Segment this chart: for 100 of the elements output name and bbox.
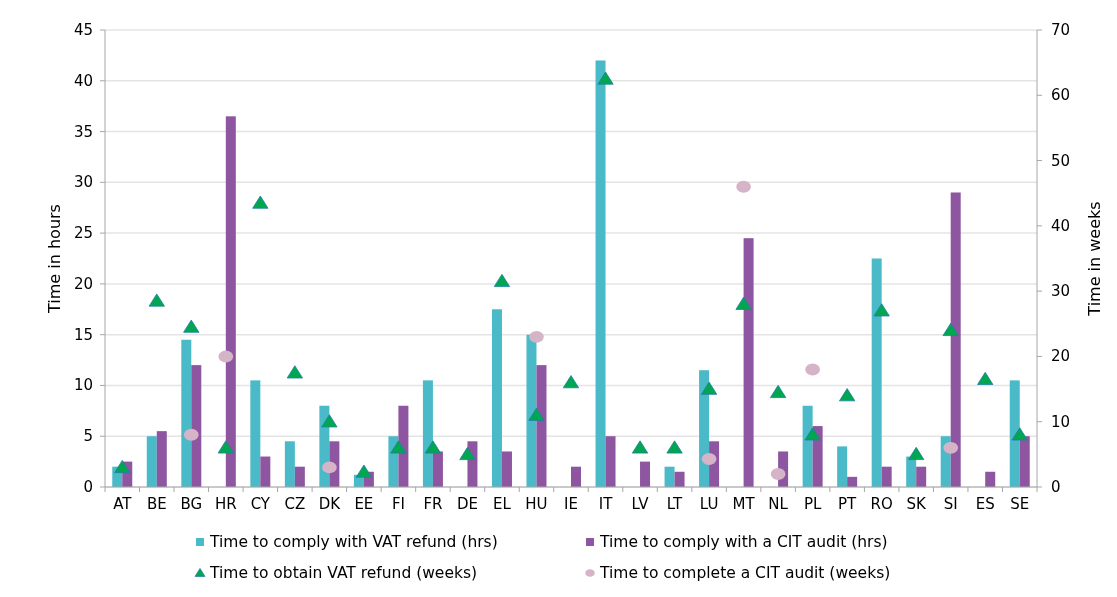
- y2-tick-label: 50: [1051, 151, 1071, 170]
- point: [631, 440, 649, 454]
- y-tick-label: 15: [73, 325, 93, 344]
- y-axis-title: Time in hours: [45, 204, 64, 314]
- bar: [1009, 380, 1020, 487]
- y-tick-label: 20: [73, 274, 93, 293]
- x-tick-label: RO: [870, 495, 893, 513]
- y2-tick-label: 40: [1051, 216, 1071, 235]
- bar: [802, 405, 813, 487]
- bar: [191, 365, 202, 487]
- point: [183, 428, 199, 441]
- bar: [674, 471, 685, 487]
- bar: [501, 451, 512, 487]
- point: [597, 71, 614, 85]
- point: [114, 460, 131, 474]
- bar: [491, 309, 502, 487]
- x-tick-label: SE: [1010, 495, 1030, 513]
- point: [528, 407, 545, 421]
- bar: [156, 431, 167, 487]
- point: [217, 440, 234, 454]
- bar: [398, 405, 409, 487]
- bar: [640, 461, 651, 487]
- bar: [871, 258, 882, 487]
- bar: [181, 339, 192, 487]
- bar: [916, 466, 927, 487]
- x-tick-label: PL: [803, 495, 822, 513]
- point: [736, 180, 751, 193]
- y2-tick-label: 30: [1051, 282, 1071, 301]
- x-tick-label: HU: [525, 495, 548, 513]
- bar: [1019, 436, 1030, 487]
- y2-tick-label: 10: [1051, 412, 1071, 431]
- x-tick-label: LT: [666, 495, 684, 513]
- point: [908, 446, 925, 461]
- y-tick-label: 35: [73, 122, 93, 141]
- point: [390, 440, 407, 454]
- point: [700, 381, 718, 395]
- x-tick-label: AT: [113, 495, 133, 513]
- x-tick-label: DE: [456, 495, 478, 513]
- legend-label: Time to complete a CIT audit (weeks): [599, 564, 891, 582]
- legend-label: Time to comply with a CIT audit (hrs): [599, 533, 888, 551]
- x-tick-label: HR: [214, 495, 237, 513]
- point: [286, 365, 303, 379]
- x-tick-label: DK: [318, 495, 342, 513]
- point: [943, 441, 959, 454]
- point: [355, 464, 372, 478]
- bar: [881, 466, 892, 487]
- bar: [225, 116, 236, 487]
- bar: [595, 60, 606, 487]
- point: [459, 446, 476, 461]
- point: [321, 414, 338, 428]
- point: [839, 388, 856, 402]
- point: [770, 384, 787, 398]
- point: [493, 273, 511, 287]
- y-tick-label: 10: [73, 376, 93, 395]
- x-tick-label: EE: [354, 495, 374, 513]
- point: [218, 350, 234, 363]
- x-tick-label: FR: [423, 495, 443, 513]
- point: [770, 467, 786, 480]
- x-tick-label: SI: [943, 495, 958, 513]
- x-tick-label: BE: [146, 495, 167, 513]
- x-tick-label: FI: [391, 495, 405, 513]
- bar: [526, 334, 537, 487]
- x-tick-label: CY: [250, 495, 271, 513]
- x-tick-label: LV: [631, 495, 650, 513]
- point: [666, 440, 683, 454]
- point: [1011, 427, 1028, 441]
- bar: [837, 446, 848, 487]
- bar: [605, 436, 616, 487]
- bar: [664, 466, 675, 487]
- point: [977, 371, 994, 385]
- point: [942, 322, 959, 336]
- point: [805, 363, 820, 376]
- x-tick-label: ES: [975, 495, 995, 513]
- bar: [571, 466, 581, 487]
- x-tick-label: EL: [493, 495, 512, 513]
- point: [701, 452, 717, 465]
- y-tick-label: 45: [73, 21, 93, 39]
- legend-label: Time to obtain VAT refund (weeks): [209, 564, 478, 582]
- bar: [294, 466, 305, 487]
- y2-tick-label: 60: [1051, 86, 1071, 105]
- x-tick-label: NL: [768, 495, 789, 513]
- bar: [284, 441, 295, 487]
- point: [183, 319, 200, 333]
- y2-tick-label: 0: [1051, 478, 1061, 496]
- point: [322, 461, 337, 474]
- x-tick-label: BG: [180, 495, 203, 513]
- y-tick-label: 30: [73, 173, 93, 192]
- bar: [743, 238, 754, 487]
- y2-tick-label: 20: [1051, 347, 1071, 366]
- bar: [250, 380, 261, 487]
- y-tick-label: 0: [83, 478, 93, 496]
- y2-axis-title: Time in weeks: [1085, 201, 1104, 317]
- point: [873, 303, 890, 317]
- legend-label: Time to comply with VAT refund (hrs): [209, 533, 498, 551]
- bar: [260, 456, 271, 487]
- y-tick-label: 40: [73, 71, 93, 90]
- y-tick-label: 25: [73, 224, 93, 243]
- x-tick-label: MT: [732, 495, 756, 513]
- bar: [985, 471, 996, 487]
- x-tick-label: LU: [699, 495, 719, 513]
